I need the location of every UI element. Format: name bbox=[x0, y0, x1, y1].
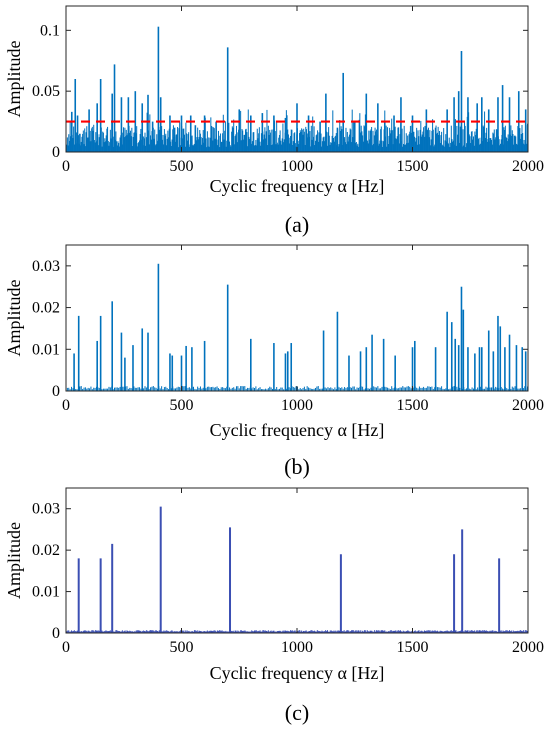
x-tick-label: 1000 bbox=[281, 639, 313, 656]
y-axis-title: Amplitude bbox=[4, 40, 24, 117]
x-tick-label: 1500 bbox=[397, 158, 429, 175]
x-tick-label: 500 bbox=[170, 158, 194, 175]
panel-label: (b) bbox=[284, 454, 310, 479]
chart-c-svg: 0 500 1000 1500 2000 0 0.01 0.02 0.03 Cyclic freq… bbox=[4, 487, 544, 725]
x-tick-label: 0 bbox=[62, 639, 70, 656]
y-tick-label: 0.02 bbox=[32, 300, 60, 317]
x-tick-label: 500 bbox=[170, 639, 194, 656]
panel-label: (c) bbox=[285, 700, 309, 725]
chart-panel-c: 0 500 1000 1500 2000 0 0.01 0.02 0.03 Cyclic freq… bbox=[0, 486, 550, 730]
panel-label: (a) bbox=[285, 212, 309, 237]
x-tick-label: 0 bbox=[62, 158, 70, 175]
x-tick-label: 1000 bbox=[281, 158, 313, 175]
y-tick-label: 0 bbox=[52, 383, 60, 400]
y-axis-title: Amplitude bbox=[4, 279, 24, 356]
y-tick-label: 0.01 bbox=[32, 584, 60, 601]
peaks bbox=[70, 26, 527, 152]
x-tick-label: 2000 bbox=[512, 397, 544, 414]
x-tick-label: 500 bbox=[170, 397, 194, 414]
x-tick-label: 0 bbox=[62, 397, 70, 414]
y-tick-label: 0 bbox=[52, 144, 60, 161]
y-tick-label: 0.05 bbox=[32, 83, 60, 100]
peaks bbox=[77, 506, 501, 633]
chart-b-svg: 0 500 1000 1500 2000 0 0.01 0.02 0.03 Cyclic freq… bbox=[4, 244, 544, 479]
x-tick-label: 2000 bbox=[512, 639, 544, 656]
y-tick-label: 0.1 bbox=[40, 22, 60, 39]
x-axis-title: Cyclic frequency α [Hz] bbox=[210, 176, 385, 196]
x-axis-title: Cyclic frequency α [Hz] bbox=[210, 663, 385, 683]
chart-panel-a: 0 500 1000 1500 2000 0 0.05 0.1 Cyclic frequency… bbox=[0, 0, 550, 243]
y-tick-label: 0 bbox=[52, 625, 60, 642]
x-tick-label: 1500 bbox=[397, 639, 429, 656]
x-axis-title: Cyclic frequency α [Hz] bbox=[210, 420, 385, 440]
chart-panel-b: 0 500 1000 1500 2000 0 0.01 0.02 0.03 Cyclic freq… bbox=[0, 243, 550, 486]
peaks bbox=[73, 263, 527, 391]
y-tick-label: 0.03 bbox=[32, 501, 60, 518]
y-tick-label: 0.02 bbox=[32, 542, 60, 559]
plot-area bbox=[66, 488, 528, 633]
x-tick-label: 2000 bbox=[512, 158, 544, 175]
y-tick-label: 0.01 bbox=[32, 341, 60, 358]
x-tick-label: 1500 bbox=[397, 397, 429, 414]
y-axis-title: Amplitude bbox=[4, 522, 24, 599]
y-tick-label: 0.03 bbox=[32, 258, 60, 275]
chart-a-svg: 0 500 1000 1500 2000 0 0.05 0.1 Cyclic frequency… bbox=[4, 5, 544, 237]
x-tick-label: 1000 bbox=[281, 397, 313, 414]
